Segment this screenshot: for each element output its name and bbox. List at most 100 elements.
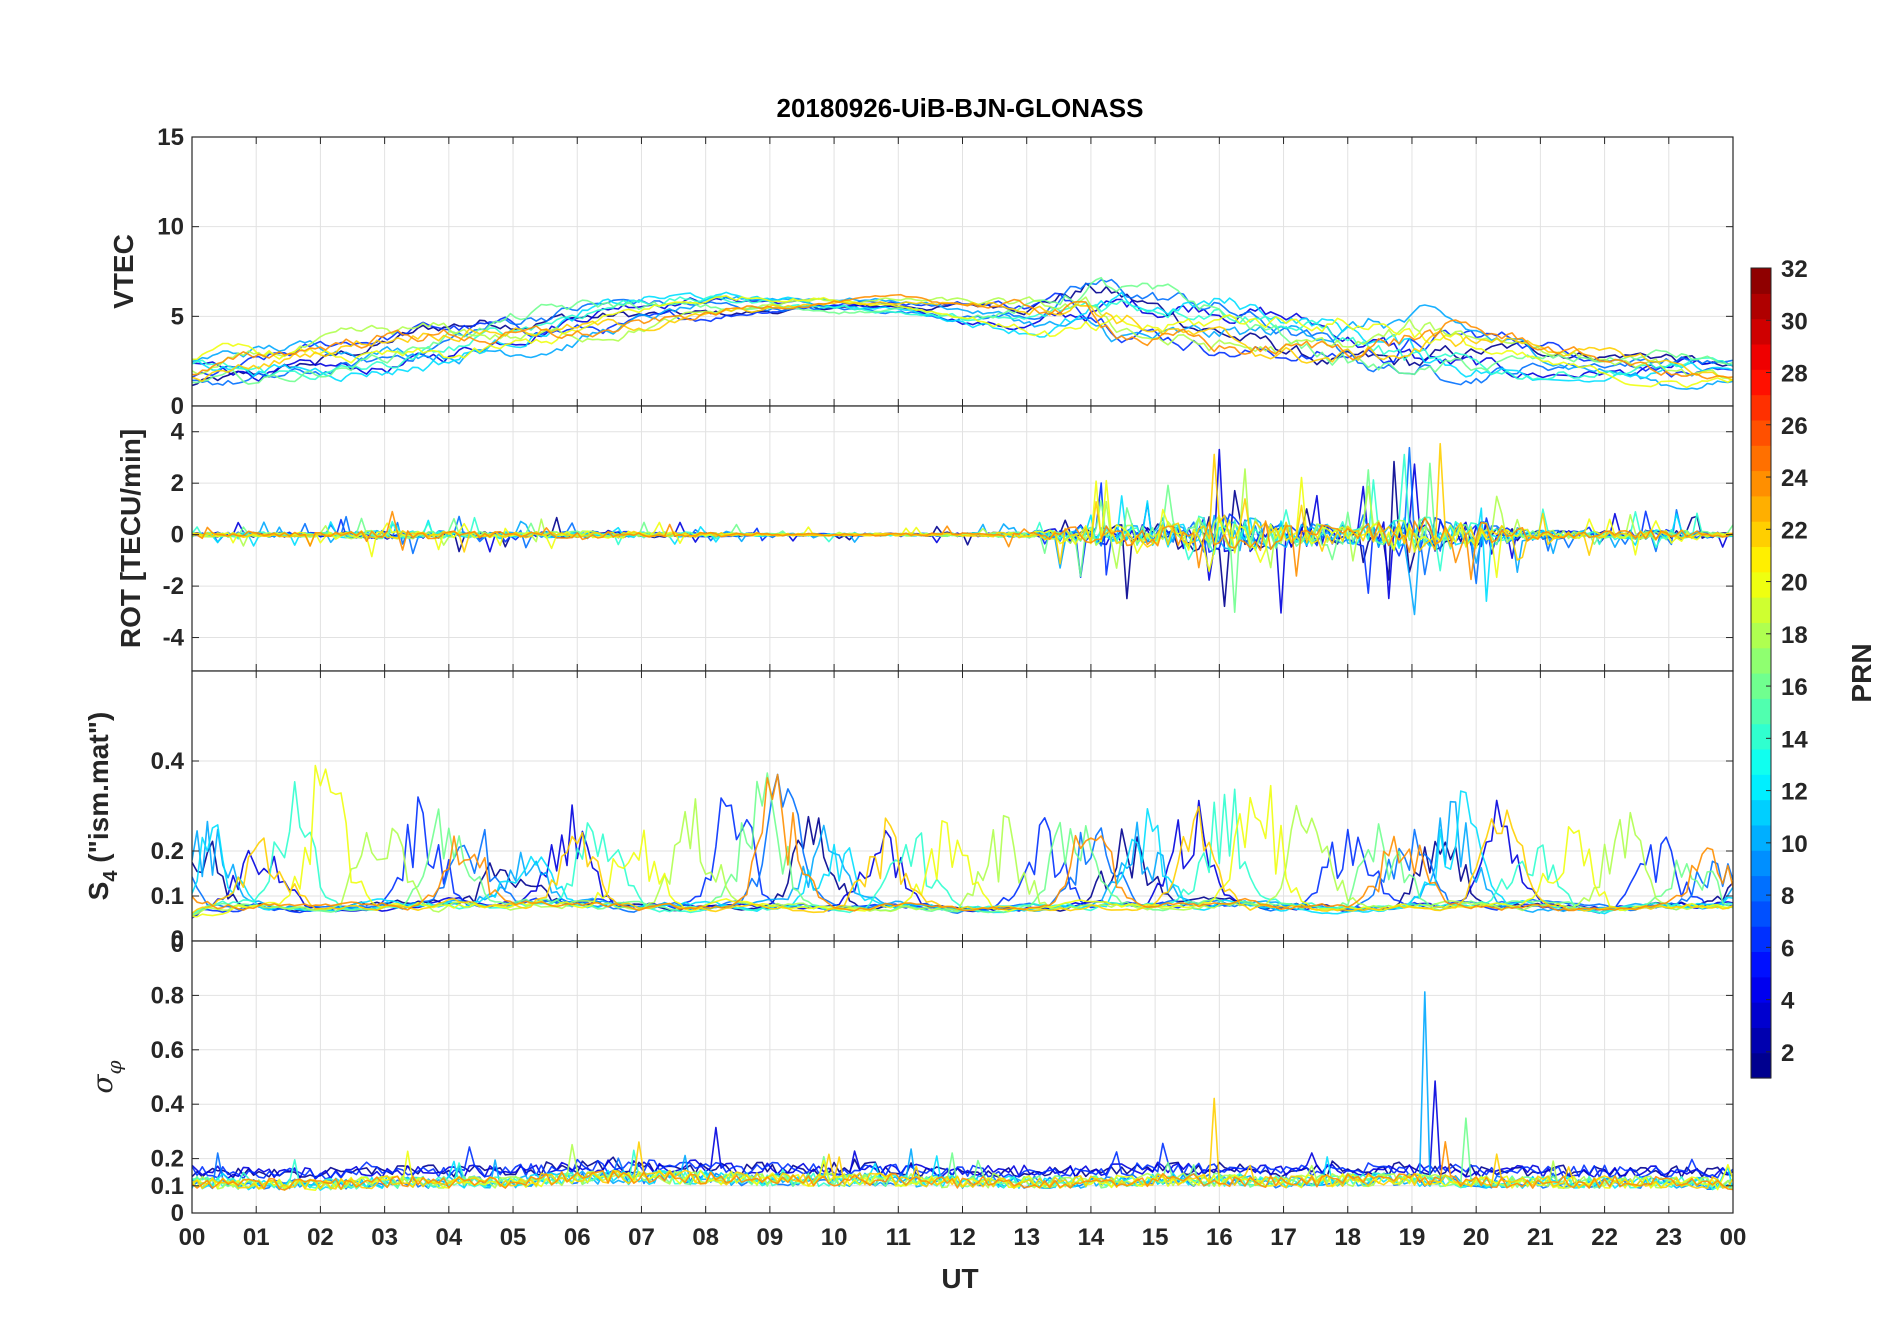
y-axis-label-main: σ <box>86 1074 119 1094</box>
x-tick-label: 00 <box>1720 1224 1747 1251</box>
colorbar-tick-label: 18 <box>1781 622 1808 649</box>
colorbar-swatch <box>1751 495 1771 522</box>
series-trace-prn-18 <box>192 296 1733 382</box>
colorbar-swatch <box>1751 268 1771 294</box>
x-tick-label: 08 <box>692 1224 719 1251</box>
series-trace-prn-4 <box>192 1080 1733 1180</box>
y-tick-label: -4 <box>163 625 185 652</box>
y-axis-label-main: S <box>83 882 114 901</box>
x-tick-label: 02 <box>307 1224 334 1251</box>
colorbar-swatch <box>1751 571 1771 598</box>
y-tick-label: 0.2 <box>151 1146 184 1173</box>
x-tick-label: 13 <box>1013 1224 1040 1251</box>
colorbar-frame <box>1750 267 1772 1079</box>
series-trace-prn-2 <box>192 1156 1733 1179</box>
x-tick-label: 16 <box>1206 1224 1233 1251</box>
y-tick-label: 10 <box>157 214 184 241</box>
x-tick-label: 04 <box>435 1224 462 1251</box>
colorbar-swatch <box>1751 293 1771 320</box>
series-trace-prn-24 <box>192 773 1733 912</box>
colorbar-swatch <box>1751 875 1771 902</box>
y-tick-label: 0.8 <box>151 982 184 1009</box>
x-tick-label: 05 <box>500 1224 527 1251</box>
colorbar-swatch <box>1751 673 1771 699</box>
series-group <box>192 276 1733 390</box>
x-tick-label: 19 <box>1399 1224 1426 1251</box>
series-trace-prn-24 <box>192 293 1733 380</box>
x-tick-label: 22 <box>1591 1224 1618 1251</box>
x-tick-label: 21 <box>1527 1224 1554 1251</box>
y-axis-label: σφ <box>86 1060 126 1093</box>
y-tick-label: 0 <box>171 926 184 953</box>
colorbar-swatch <box>1751 419 1771 446</box>
series-trace-prn-12 <box>192 291 1733 383</box>
x-tick-label: 09 <box>757 1224 784 1251</box>
series-trace-prn-24 <box>192 1141 1733 1191</box>
series-trace-prn-20 <box>192 295 1733 389</box>
series-group <box>192 991 1733 1191</box>
x-axis: 00 01 02 03 04 05 06 07 08 09 10 11 12 13 14 15 16 17 18 19… <box>179 1224 1747 1251</box>
y-axis-label-sub: 4 <box>100 870 122 882</box>
colorbar-tick-label: 6 <box>1781 935 1794 962</box>
x-tick-label: 20 <box>1463 1224 1490 1251</box>
y-tick-label: 5 <box>171 303 184 330</box>
x-tick-label: 23 <box>1655 1224 1682 1251</box>
x-tick-label: 10 <box>821 1224 848 1251</box>
y-axis-label: VTEC <box>108 234 139 309</box>
series-group <box>192 764 1733 919</box>
colorbar-swatch <box>1751 824 1771 851</box>
colorbar-swatch <box>1751 394 1771 421</box>
y-tick-label: 0.2 <box>151 838 184 865</box>
colorbar-swatch <box>1751 622 1771 649</box>
series-trace-prn-24 <box>192 510 1733 581</box>
colorbar-swatch <box>1751 900 1771 927</box>
y-tick-label: 0.4 <box>151 748 185 775</box>
colorbar-swatch <box>1751 1027 1771 1054</box>
y-tick-label: 0.1 <box>151 883 184 910</box>
y-axis-label-sub: φ <box>102 1060 126 1074</box>
y-axis-label: ROT [TECU/min] <box>115 429 146 648</box>
y-tick-label: 0 <box>171 393 184 420</box>
series-group <box>192 442 1733 616</box>
x-tick-label: 01 <box>243 1224 270 1251</box>
colorbar-swatch <box>1751 774 1771 801</box>
colorbar-swatch <box>1751 647 1771 674</box>
y-tick-label: 0.1 <box>151 1173 184 1200</box>
chart-title: 20180926-UiB-BJN-GLONASS <box>776 93 1143 123</box>
colorbar-tick-label: 4 <box>1781 988 1795 1015</box>
colorbar-tick-label: 28 <box>1781 361 1808 388</box>
y-tick-label: 0 <box>171 1200 184 1227</box>
x-axis-label: UT <box>941 1263 978 1294</box>
x-tick-label: 00 <box>179 1224 206 1251</box>
colorbar-swatch <box>1751 926 1771 953</box>
y-tick-label: 0 <box>171 522 184 549</box>
y-tick-label: 0 <box>171 931 184 958</box>
series-trace-prn-14 <box>192 295 1733 381</box>
colorbar-swatch <box>1751 1002 1771 1028</box>
colorbar-label: PRN <box>1846 643 1877 702</box>
colorbar-tick-label: 30 <box>1781 308 1808 335</box>
colorbar-tick-label: 10 <box>1781 831 1808 858</box>
y-tick-label: 2 <box>171 470 184 497</box>
x-tick-label: 06 <box>564 1224 591 1251</box>
colorbar-tick-label: 24 <box>1781 465 1808 492</box>
panel-3: 0.1 0.2 0.4 0 S4 ("ism.mat") <box>83 670 1734 953</box>
colorbar-swatch <box>1751 799 1771 826</box>
colorbar-swatch <box>1751 850 1771 877</box>
colorbar-tick-label: 8 <box>1781 883 1794 910</box>
x-tick-label: 17 <box>1270 1224 1297 1251</box>
panel-1: 0 5 10 15 VTEC <box>108 124 1734 420</box>
y-axis-label: S4 ("ism.mat") <box>83 712 122 901</box>
y-tick-label: 0.4 <box>151 1091 185 1118</box>
series-trace-prn-20 <box>192 764 1733 918</box>
colorbar-tick-label: 14 <box>1781 726 1808 753</box>
y-axis-label-rest: ("ism.mat") <box>83 712 114 871</box>
x-tick-label: 14 <box>1078 1224 1105 1251</box>
panel-2: -4 -2 0 2 4 ROT [TECU/min] <box>115 405 1734 672</box>
y-tick-label: 15 <box>157 124 184 151</box>
colorbar-swatch <box>1751 1052 1771 1079</box>
colorbar-tick-label: 20 <box>1781 570 1808 597</box>
colorbar-swatch <box>1751 470 1771 497</box>
colorbar-tick-label: 26 <box>1781 413 1808 440</box>
